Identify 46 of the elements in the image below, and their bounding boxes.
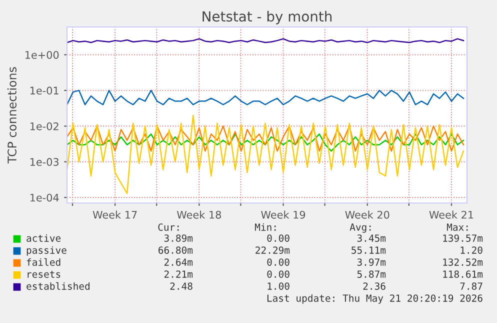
text: 3.89m [164, 234, 193, 242]
chart-title: Netstat - by month [202, 10, 332, 24]
y-tick-label: 1e-03 [30, 158, 59, 166]
y-tick-label: 1e+00 [25, 50, 59, 59]
text: 2.64m [164, 258, 193, 266]
legend-label: active [26, 234, 61, 242]
text: 132.52m [443, 258, 483, 266]
text: 5.87m [357, 270, 386, 278]
text: 2.21m [164, 270, 193, 278]
text: Last update: Thu May 21 20:20:19 2026 [267, 294, 482, 304]
text: 66.80m [158, 246, 193, 254]
text: 3.97m [357, 258, 386, 266]
text: 139.57m [443, 234, 483, 242]
text: 2.48 [170, 282, 192, 290]
x-tick-label: Week 17 [92, 210, 137, 219]
x-tick-label: Week 18 [176, 210, 222, 219]
line-series [67, 90, 464, 106]
text: 118.61m [443, 270, 483, 278]
x-tick-label: Week 20 [345, 210, 390, 219]
legend-label: established [26, 282, 90, 290]
text: Avg: [350, 224, 371, 233]
line-series [67, 114, 464, 194]
y-tick-label: 1e-04 [30, 194, 59, 202]
legend-label: passive [26, 246, 66, 256]
text: 3.45m [357, 234, 386, 242]
text: 2.36 [363, 282, 386, 290]
text: 1.00 [268, 282, 290, 290]
text: Min: [254, 223, 276, 231]
text: 0.00 [267, 258, 290, 266]
text: Cur: [158, 223, 179, 231]
text: 0.00 [267, 270, 290, 278]
y-axis-title: TCP connections [7, 67, 16, 164]
x-tick-label: Week 19 [261, 210, 306, 219]
legend-label: failed [26, 258, 60, 266]
text: 22.29m [256, 246, 290, 254]
text: 7.87 [460, 282, 482, 290]
text: 55.11m [352, 246, 386, 254]
x-tick-label: Week 21 [429, 210, 474, 219]
legend-label: resets [28, 270, 60, 278]
line-series [67, 125, 464, 152]
line-series [67, 133, 464, 152]
text: 0.00 [267, 234, 290, 242]
y-tick-label: 1e-01 [30, 86, 58, 95]
text: 1.20 [460, 246, 482, 254]
text: Max: [446, 224, 468, 231]
y-tick-label: 1e-02 [30, 122, 58, 130]
